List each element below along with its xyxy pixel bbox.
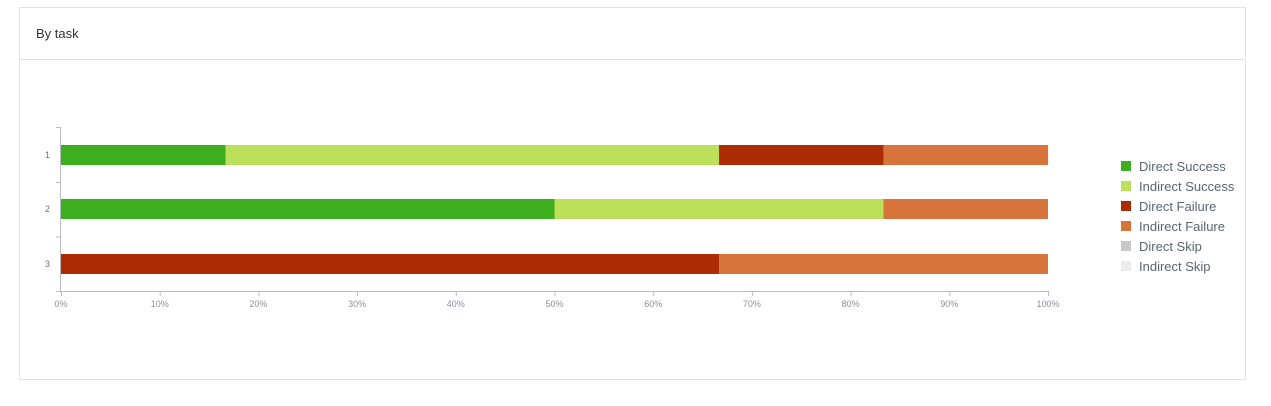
legend-swatch bbox=[1121, 241, 1131, 251]
x-tick-label: 50% bbox=[545, 299, 563, 309]
legend-label: Direct Success bbox=[1139, 158, 1226, 174]
legend-item[interactable]: Indirect Success bbox=[1121, 176, 1234, 196]
legend-swatch bbox=[1121, 201, 1131, 211]
legend-label: Indirect Failure bbox=[1139, 218, 1225, 234]
bar-task3-indirect-failure bbox=[719, 254, 1048, 274]
legend-swatch bbox=[1121, 261, 1131, 271]
category-label: 2 bbox=[45, 204, 50, 214]
category-label: 3 bbox=[45, 259, 50, 269]
chart-legend: Direct Success Indirect Success Direct Fai… bbox=[1121, 156, 1234, 276]
x-tick-label: 90% bbox=[940, 299, 958, 309]
x-tick-label: 70% bbox=[743, 299, 761, 309]
category-label: 1 bbox=[45, 150, 50, 160]
x-tick-label: 80% bbox=[842, 299, 860, 309]
bar-task1-indirect-success bbox=[225, 145, 720, 165]
bar-task2-indirect-success bbox=[554, 199, 884, 219]
bar-task1-direct-success bbox=[61, 145, 226, 165]
legend-label: Indirect Skip bbox=[1139, 258, 1211, 274]
panel-title: By task bbox=[36, 26, 79, 41]
x-tick-label: 40% bbox=[447, 299, 465, 309]
legend-item[interactable]: Direct Skip bbox=[1121, 236, 1234, 256]
x-tick-label: 20% bbox=[249, 299, 267, 309]
bars-layer bbox=[61, 145, 1049, 274]
x-tick-label: 100% bbox=[1036, 299, 1059, 309]
legend-label: Indirect Success bbox=[1139, 178, 1235, 194]
bar-task2-direct-success bbox=[61, 199, 555, 219]
x-tick-label: 10% bbox=[151, 299, 169, 309]
legend-label: Direct Skip bbox=[1139, 238, 1202, 254]
legend-swatch bbox=[1121, 181, 1131, 191]
bar-task2-indirect-failure bbox=[883, 199, 1048, 219]
x-tick-label: 0% bbox=[54, 299, 67, 309]
chart-panel: By task bbox=[19, 7, 1246, 380]
x-tick-label: 30% bbox=[348, 299, 366, 309]
legend-item[interactable]: Indirect Failure bbox=[1121, 216, 1234, 236]
legend-label: Direct Failure bbox=[1139, 198, 1217, 214]
legend-item[interactable]: Direct Success bbox=[1121, 156, 1234, 176]
legend-item[interactable]: Indirect Skip bbox=[1121, 256, 1234, 276]
bar-task1-indirect-failure bbox=[883, 145, 1049, 165]
bar-task3-direct-failure bbox=[61, 254, 720, 274]
x-tick-label: 60% bbox=[644, 299, 662, 309]
legend-swatch bbox=[1121, 221, 1131, 231]
legend-swatch bbox=[1121, 161, 1131, 171]
panel-header: By task bbox=[20, 8, 1245, 60]
legend-item[interactable]: Direct Failure bbox=[1121, 196, 1234, 216]
bar-task1-direct-failure bbox=[719, 145, 884, 165]
